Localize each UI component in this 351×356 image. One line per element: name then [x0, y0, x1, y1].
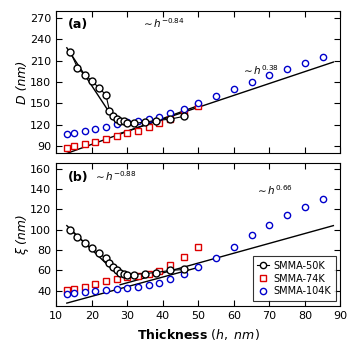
Y-axis label: D (nm): D (nm)	[16, 61, 29, 104]
Y-axis label: ξ (nm): ξ (nm)	[16, 214, 29, 255]
Text: (a): (a)	[67, 18, 88, 31]
Text: $\sim h^{-0.88}$: $\sim h^{-0.88}$	[93, 169, 137, 183]
Text: (b): (b)	[67, 171, 88, 184]
Text: $\sim h^{-0.84}$: $\sim h^{-0.84}$	[141, 16, 185, 30]
Text: $\sim h^{0.38}$: $\sim h^{0.38}$	[241, 63, 279, 77]
Text: $\sim h^{0.66}$: $\sim h^{0.66}$	[255, 183, 293, 197]
Legend: SMMA-50K, SMMA-74K, SMMA-104K: SMMA-50K, SMMA-74K, SMMA-104K	[253, 256, 336, 301]
X-axis label: $\bf{Thickness}$ $(h,\ nm)$: $\bf{Thickness}$ $(h,\ nm)$	[137, 326, 260, 341]
